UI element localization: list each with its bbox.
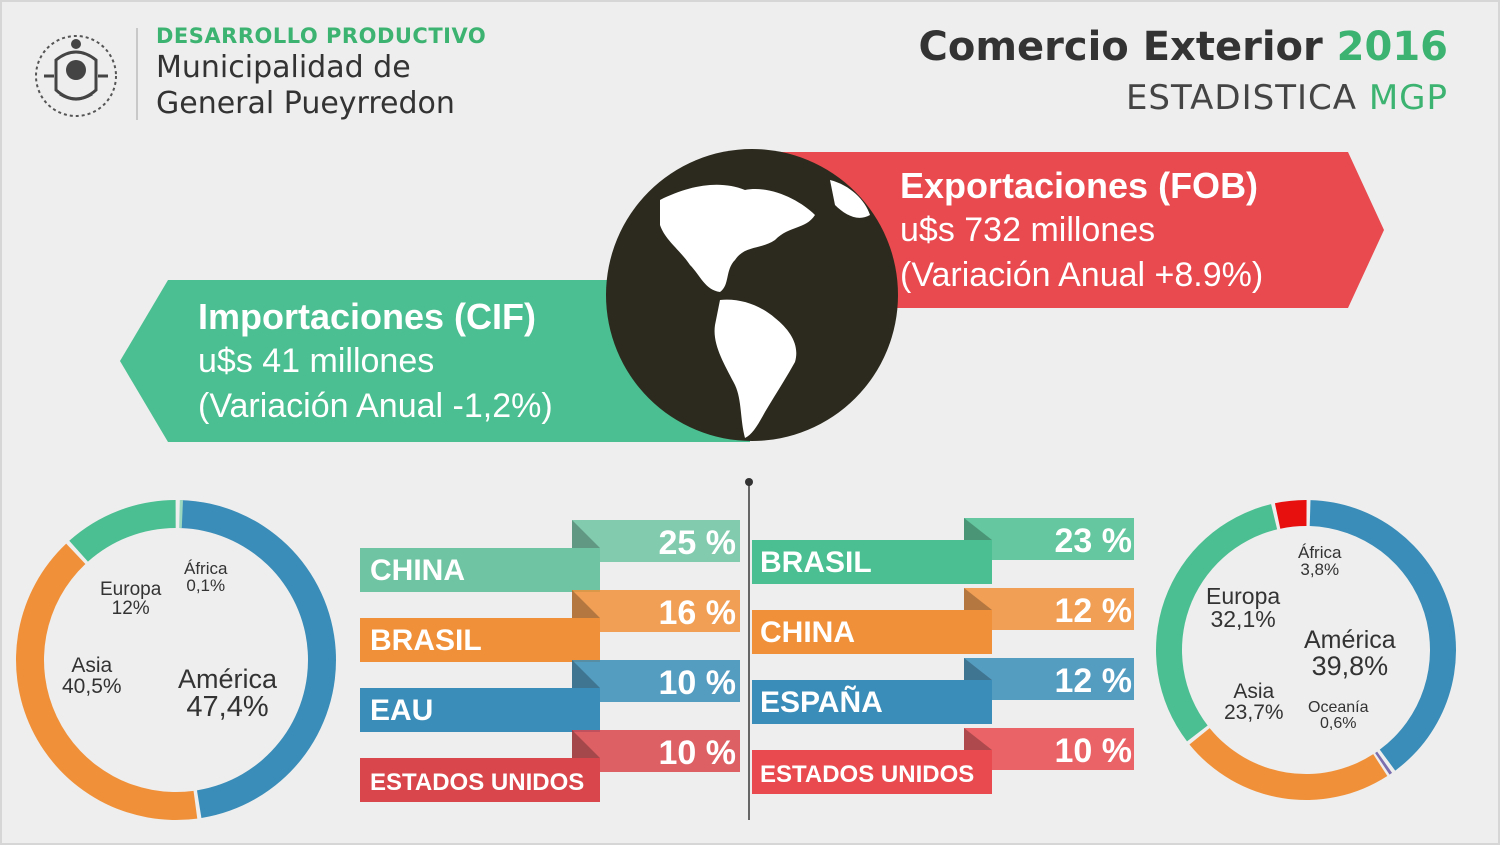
bar-category-label: ESPAÑA bbox=[760, 685, 883, 719]
imports-variation: (Variación Anual -1,2%) bbox=[198, 387, 553, 425]
donut-slice-américa bbox=[1309, 500, 1456, 771]
pct-box bbox=[964, 728, 1134, 770]
organization-name: Municipalidad de General Pueyrredon bbox=[156, 50, 455, 122]
label-box bbox=[360, 688, 600, 732]
bar-category-label: ESTADOS UNIDOS bbox=[370, 769, 584, 796]
fold-shadow bbox=[964, 588, 992, 610]
country-row-china: 12 % CHINA bbox=[752, 588, 1134, 654]
page-subtitle: ESTADISTICA MGP bbox=[1126, 78, 1448, 118]
org-line-2: General Pueyrredon bbox=[156, 86, 455, 121]
department-label: DESARROLLO PRODUCTIVO bbox=[156, 24, 487, 48]
fold-shadow bbox=[964, 518, 992, 540]
label-box bbox=[752, 750, 992, 794]
bar-value-label: 12 % bbox=[1055, 662, 1133, 700]
donut-slice-áfrica bbox=[1274, 500, 1307, 529]
exports-donut-label-europa: Europa 32,1% bbox=[1206, 583, 1281, 632]
bar-value-label: 10 % bbox=[1055, 732, 1133, 770]
fold-shadow bbox=[572, 730, 600, 758]
exports-variation: (Variación Anual +8.9%) bbox=[900, 256, 1264, 294]
fold-shadow bbox=[572, 520, 600, 548]
subtitle-text: ESTADISTICA bbox=[1125, 78, 1357, 118]
bar-category-label: BRASIL bbox=[760, 546, 872, 579]
imports-banner bbox=[120, 280, 750, 442]
bar-value-label: 12 % bbox=[1055, 592, 1133, 630]
pct-box bbox=[964, 588, 1134, 630]
globe-icon bbox=[606, 149, 898, 441]
donut-slice-asia bbox=[16, 543, 198, 820]
bar-category-label: ESTADOS UNIDOS bbox=[760, 761, 974, 788]
country-row-estados-unidos: 10 % ESTADOS UNIDOS bbox=[360, 730, 740, 802]
bar-value-label: 16 % bbox=[659, 594, 737, 632]
title-text: Comercio Exterior bbox=[918, 24, 1323, 70]
municipal-seal-icon bbox=[35, 35, 117, 117]
title-year: 2016 bbox=[1336, 24, 1448, 70]
center-divider-dot bbox=[745, 478, 753, 486]
exports-donut-label-oceania: Oceanía 0,6% bbox=[1308, 699, 1369, 732]
subtitle-accent: MGP bbox=[1368, 78, 1448, 118]
imports-donut-label-asia: Asia 40,5% bbox=[62, 654, 122, 698]
exports-title: Exportaciones (FOB) bbox=[900, 165, 1259, 206]
label-box bbox=[752, 680, 992, 724]
pct-box bbox=[964, 518, 1134, 560]
label-box bbox=[360, 618, 600, 662]
exports-amount: u$s 732 millones bbox=[900, 211, 1156, 249]
imports-text: Importaciones (CIF) u$s 41 millones (Var… bbox=[198, 296, 553, 426]
label-box bbox=[752, 610, 992, 654]
exports-text: Exportaciones (FOB) u$s 732 millones (Va… bbox=[900, 165, 1263, 295]
fold-shadow bbox=[572, 590, 600, 618]
bar-category-label: EAU bbox=[370, 694, 433, 727]
label-box bbox=[752, 540, 992, 584]
donut-slice-europa bbox=[1156, 504, 1278, 742]
bar-category-label: CHINA bbox=[370, 554, 465, 587]
donut-slice-áfrica bbox=[179, 500, 183, 529]
donut-slice-américa bbox=[179, 500, 337, 818]
exports-donut-label-africa: África 3,8% bbox=[1298, 543, 1342, 579]
fold-shadow bbox=[572, 660, 600, 688]
country-row-brasil: 16 % BRASIL bbox=[360, 590, 740, 662]
bar-value-label: 25 % bbox=[659, 524, 737, 562]
label-box bbox=[360, 548, 600, 592]
exports-banner bbox=[750, 152, 1384, 308]
imports-country-bars: 25 % CHINA 16 % BRASIL 10 % EAU 10 % ESTADOS UN… bbox=[360, 520, 740, 802]
imports-amount: u$s 41 millones bbox=[198, 342, 435, 380]
imports-donut-label-america: América 47,4% bbox=[178, 664, 278, 723]
bar-value-label: 23 % bbox=[1055, 522, 1133, 560]
pct-box bbox=[964, 658, 1134, 700]
donut-slice-oceanía bbox=[1375, 751, 1393, 775]
bar-value-label: 10 % bbox=[659, 734, 737, 772]
exports-country-bars: 23 % BRASIL 12 % CHINA 12 % ESPAÑA 10 % ESTADOS… bbox=[752, 518, 1134, 794]
country-row-china: 25 % CHINA bbox=[360, 520, 740, 592]
country-row-eau: 10 % EAU bbox=[360, 660, 740, 732]
exports-donut-label-america: América 39,8% bbox=[1304, 626, 1396, 681]
country-row-españa: 12 % ESPAÑA bbox=[752, 658, 1134, 724]
bar-category-label: CHINA bbox=[760, 616, 855, 649]
bar-value-label: 10 % bbox=[659, 664, 737, 702]
imports-donut-label-africa: África 0,1% bbox=[184, 559, 228, 595]
exports-donut-chart bbox=[1156, 500, 1456, 800]
page-title: Comercio Exterior 2016 bbox=[919, 24, 1448, 70]
fold-shadow bbox=[964, 728, 992, 750]
bar-category-label: BRASIL bbox=[370, 624, 482, 657]
imports-donut-chart bbox=[16, 500, 337, 820]
exports-donut-label-asia: Asia 23,7% bbox=[1224, 680, 1284, 724]
label-box bbox=[360, 758, 600, 802]
header-divider bbox=[136, 28, 138, 120]
country-row-brasil: 23 % BRASIL bbox=[752, 518, 1134, 584]
org-line-1: Municipalidad de bbox=[156, 50, 411, 85]
imports-title: Importaciones (CIF) bbox=[198, 296, 537, 337]
donut-slice-europa bbox=[69, 500, 176, 562]
donut-slice-asia bbox=[1189, 728, 1388, 800]
imports-donut-label-europa: Europa 12% bbox=[100, 579, 162, 619]
fold-shadow bbox=[964, 658, 992, 680]
country-row-estados-unidos: 10 % ESTADOS UNIDOS bbox=[752, 728, 1134, 794]
